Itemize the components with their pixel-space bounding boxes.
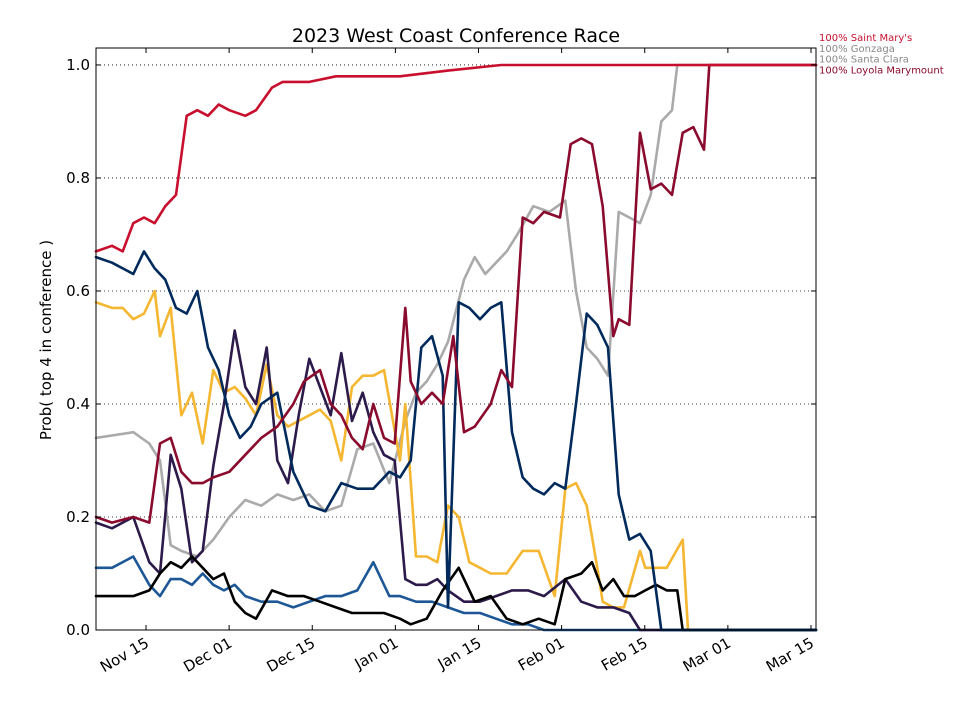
series-line-7 xyxy=(94,555,818,632)
y-tick-label: 0.0 xyxy=(66,621,90,639)
x-tick-label: Mar 01 xyxy=(680,634,734,676)
chart-title: 2023 West Coast Conference Race xyxy=(292,25,620,47)
series-line-4 xyxy=(94,250,818,632)
y-axis-label: Prob( top 4 in conference ) xyxy=(37,240,55,440)
plot-frame xyxy=(95,47,817,631)
legend-entry: 100% Gonzaga xyxy=(819,44,895,55)
series-line-1 xyxy=(94,63,818,558)
series-line-3 xyxy=(94,289,818,632)
x-tick-label: Dec 15 xyxy=(263,634,318,676)
series-line-2 xyxy=(94,63,818,524)
x-tick-label: Feb 01 xyxy=(515,634,568,675)
legend-entry: 100% Loyola Marymount xyxy=(819,65,944,76)
y-tick-label: 0.8 xyxy=(66,169,90,187)
x-tick-label: Jan 15 xyxy=(434,634,485,674)
x-tick-label: Nov 15 xyxy=(97,634,152,676)
x-tick-label: Dec 01 xyxy=(180,634,235,676)
legend-entry: 100% Santa Clara xyxy=(819,55,909,66)
grid-layer xyxy=(96,64,816,518)
x-tick-label: Mar 15 xyxy=(763,634,817,676)
series-layer xyxy=(94,63,818,632)
series-line-0 xyxy=(94,63,818,253)
y-tick-label: 0.6 xyxy=(66,282,90,300)
x-tick-label: Feb 15 xyxy=(598,634,651,675)
x-tick-label: Jan 01 xyxy=(351,634,402,674)
y-tick-label: 0.4 xyxy=(66,395,90,413)
series-line-6 xyxy=(94,555,818,632)
y-tick-label: 1.0 xyxy=(66,56,90,74)
legend-entry: 100% Saint Mary's xyxy=(819,33,912,44)
y-tick-label: 0.2 xyxy=(66,508,90,526)
